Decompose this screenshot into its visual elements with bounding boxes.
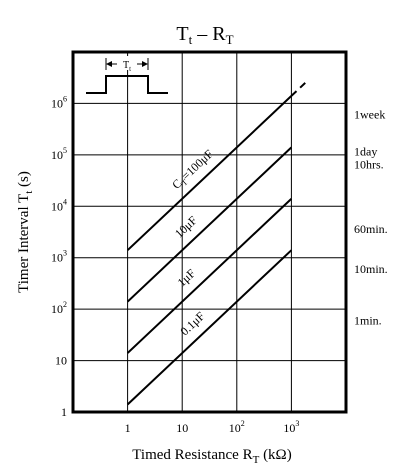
pulse-width-label: Tt [123,60,131,73]
plot-frame [71,50,348,414]
pulse-arrowhead-left [106,61,112,67]
y-tick-label: 103 [51,249,67,265]
y-tick-label: 105 [51,146,67,162]
y-tick-labels: 1 10 102 103 104 105 106 [51,94,67,419]
series-lines [126,79,309,406]
series-line-extension [290,79,309,97]
series-line [126,198,293,354]
x-tick-labels: 1 10 102 103 [125,419,300,435]
series-line [126,249,293,406]
pulse-arrowhead-right [142,61,148,67]
right-time-labels: 1week 1day 10hrs. 60min. 10min. 1min. [354,108,388,328]
right-time-label: 1week [354,108,385,122]
right-time-label: 1day 10hrs. [354,145,384,172]
pulse-waveform [86,75,168,94]
y-axis-label: Timer Interval Tt (s) [16,171,35,293]
y-tick-label: 106 [51,94,67,110]
x-axis-label: Timed Resistance RT (kΩ) [132,447,291,466]
series-label: CT=100μF [169,147,217,194]
series-line [126,95,293,251]
x-tick-label: 10 [176,421,188,435]
pulse-inset: Tt [86,56,168,94]
series-line [126,146,293,303]
series-label: 1μF [175,266,199,290]
chart-title: Tt – RT [176,23,233,47]
y-tick-label: 102 [51,300,67,316]
x-tick-label: 1 [125,421,131,435]
y-tick-label: 1 [61,405,67,419]
right-time-label: 60min. [354,222,388,236]
right-time-label: 1min. [354,314,382,328]
y-tick-label: 10 [55,354,67,368]
grid-lines [73,52,346,412]
x-tick-label: 103 [283,419,299,435]
y-tick-label: 104 [51,197,67,213]
x-tick-label: 102 [229,419,245,435]
right-time-label: 10min. [354,262,388,276]
